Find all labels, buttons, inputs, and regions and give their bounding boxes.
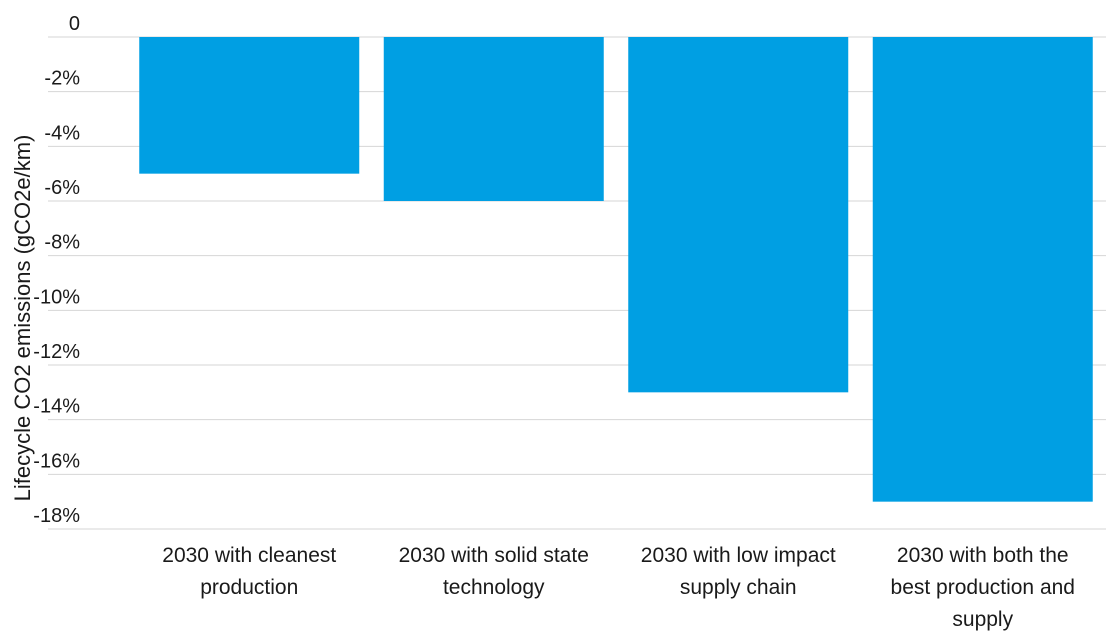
bar bbox=[139, 37, 360, 174]
y-axis-title: Lifecycle CO2 emissions (gCO2e/km) bbox=[10, 135, 35, 502]
y-tick-label: -8% bbox=[44, 232, 80, 254]
category-label: 2030 with both the best production and sup… bbox=[891, 544, 1075, 631]
y-tick-label: -16% bbox=[33, 450, 80, 472]
category-label-line: 2030 with low impact bbox=[641, 544, 836, 567]
y-tick-label: -10% bbox=[33, 286, 80, 308]
category-label-line: technology bbox=[443, 576, 545, 599]
category-label-line: supply chain bbox=[680, 576, 797, 599]
bar bbox=[628, 37, 849, 393]
category-label: 2030 with solid state technology bbox=[399, 544, 589, 599]
x-axis-categories: 2030 with cleanest production 2030 with so… bbox=[162, 544, 1075, 631]
y-tick-label: 0 bbox=[69, 13, 80, 35]
category-label-line: 2030 with both the bbox=[897, 544, 1069, 567]
category-label-line: 2030 with solid state bbox=[399, 544, 589, 567]
category-label-line: production bbox=[200, 576, 298, 599]
category-label: 2030 with cleanest production bbox=[162, 544, 336, 599]
category-label-line: best production and bbox=[891, 576, 1075, 599]
category-label-line: supply bbox=[952, 608, 1013, 631]
y-tick-label: -12% bbox=[33, 341, 80, 363]
bar bbox=[383, 37, 604, 201]
category-label: 2030 with low impact supply chain bbox=[641, 544, 836, 599]
y-tick-label: -18% bbox=[33, 505, 80, 527]
y-tick-label: -4% bbox=[44, 122, 80, 144]
category-label-line: 2030 with cleanest bbox=[162, 544, 336, 567]
bar bbox=[872, 37, 1093, 502]
y-tick-label: -6% bbox=[44, 177, 80, 199]
y-axis-ticks: 0 -2% -4% -6% -8% -10% -12% -14% -16% -18% bbox=[33, 13, 80, 527]
y-tick-label: -14% bbox=[33, 396, 80, 418]
y-tick-label: -2% bbox=[44, 68, 80, 90]
bars bbox=[139, 37, 1093, 502]
